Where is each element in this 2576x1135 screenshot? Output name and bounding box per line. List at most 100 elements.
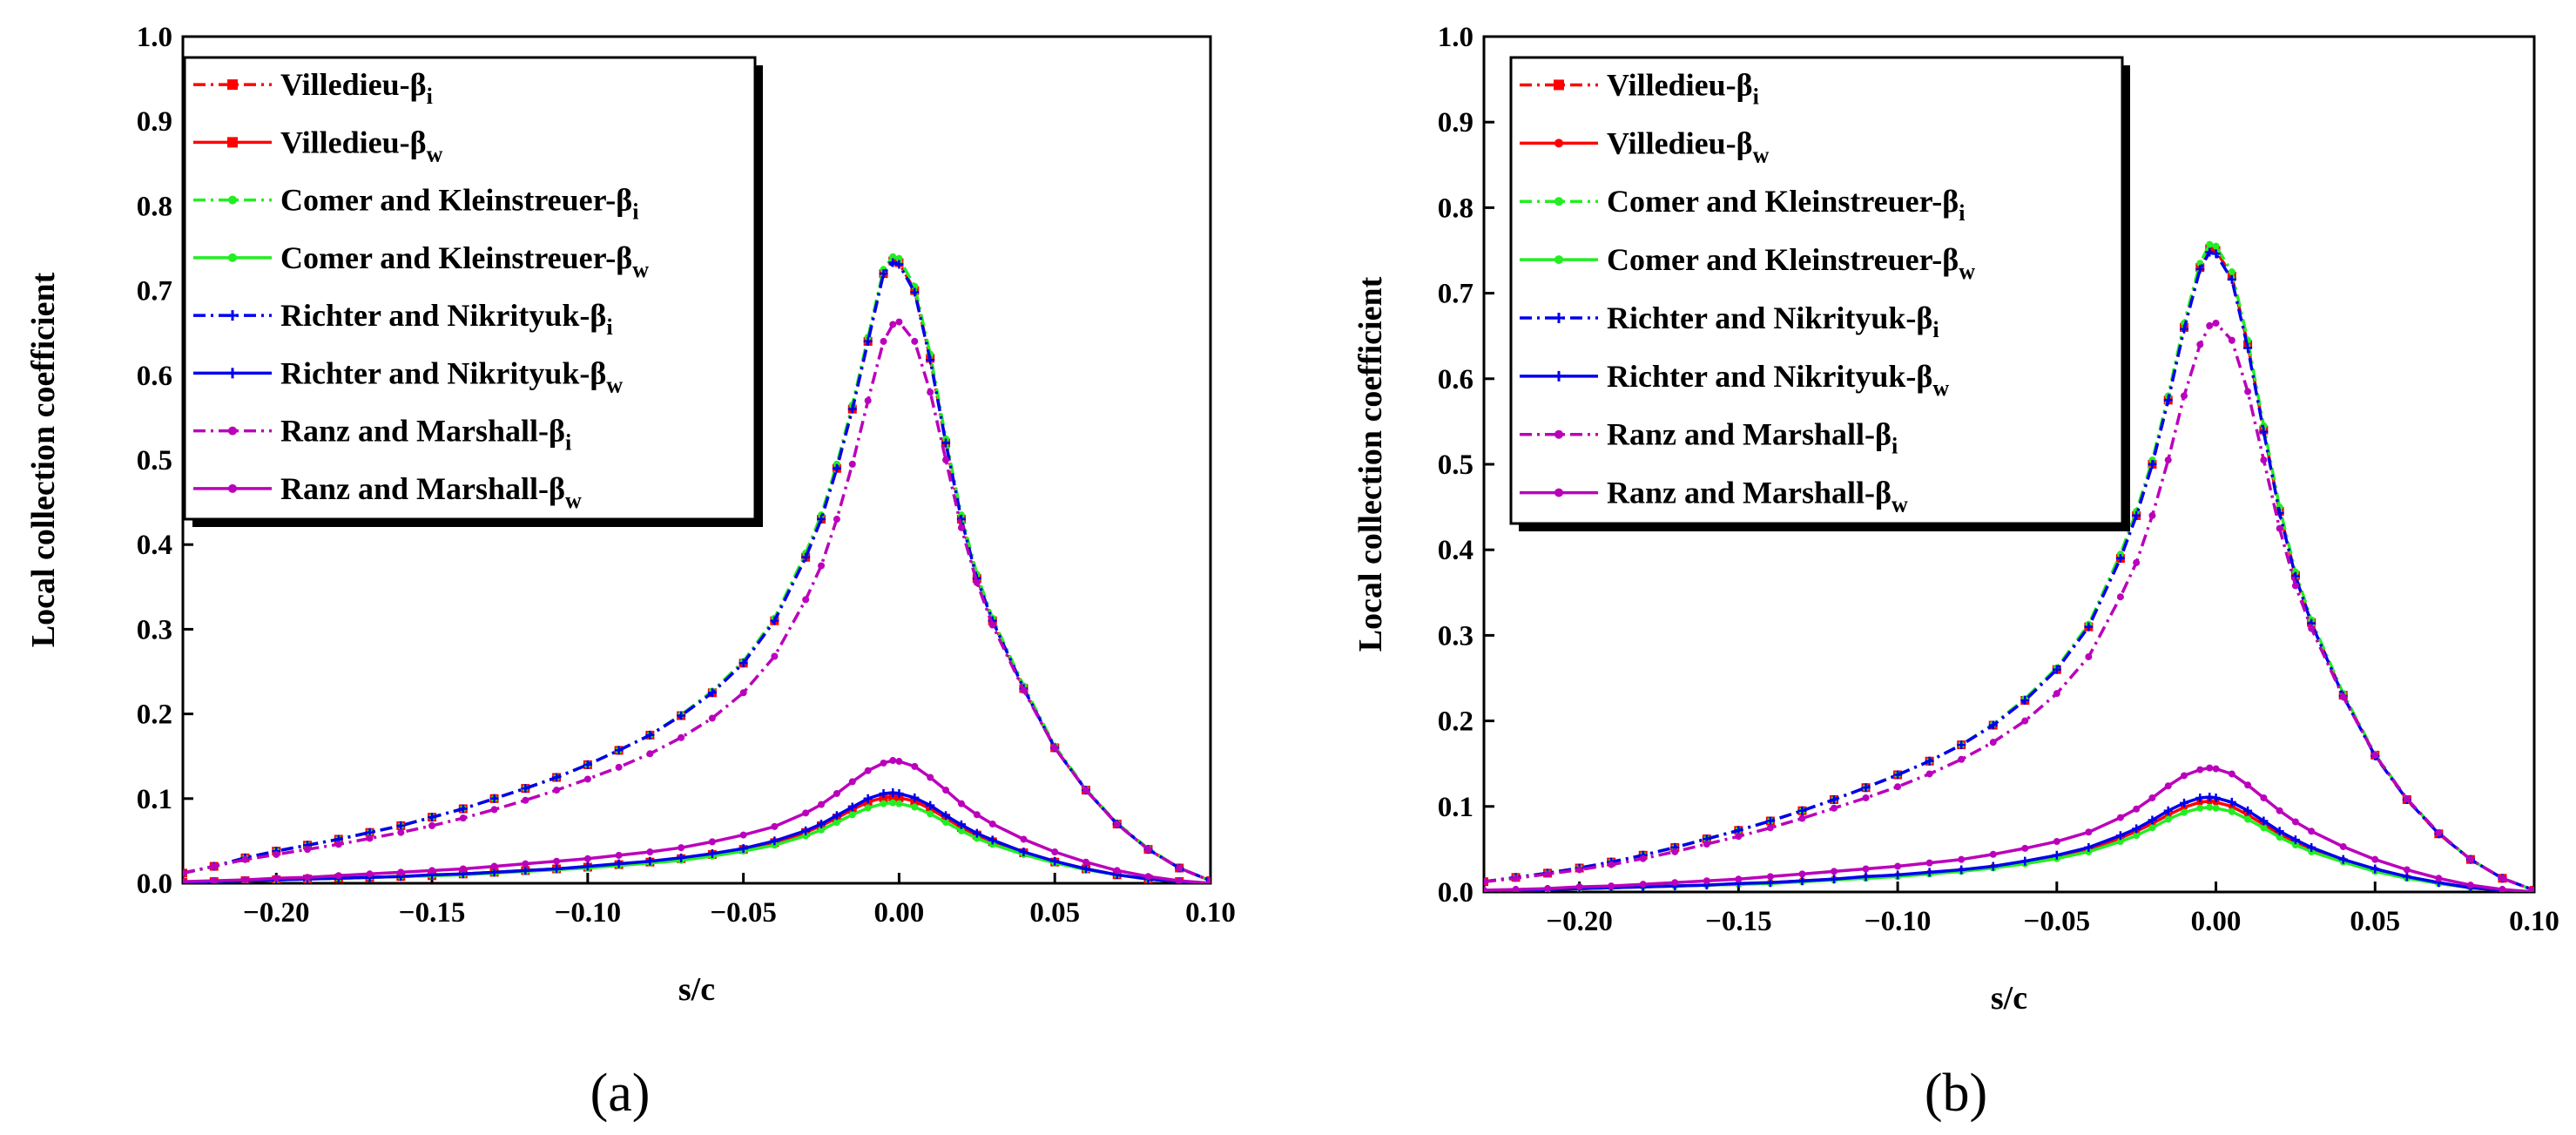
data-point bbox=[770, 836, 779, 846]
data-point bbox=[894, 788, 904, 798]
data-point bbox=[2371, 855, 2379, 863]
data-point bbox=[553, 787, 561, 794]
series-group bbox=[1484, 240, 2534, 892]
data-point bbox=[771, 652, 779, 660]
data-point bbox=[832, 811, 841, 821]
data-point bbox=[1798, 870, 1806, 878]
data-point bbox=[2132, 824, 2141, 834]
legend-marker bbox=[227, 368, 238, 379]
data-point bbox=[1735, 833, 1743, 841]
data-point bbox=[2308, 625, 2316, 632]
data-point bbox=[1176, 877, 1183, 883]
data-point bbox=[521, 866, 530, 875]
data-point bbox=[848, 811, 856, 819]
data-point bbox=[2181, 772, 2188, 780]
x-tick-label: −0.05 bbox=[710, 897, 777, 929]
data-point bbox=[2115, 554, 2125, 564]
legend-label: Comer and Kleinstreuer-βw bbox=[1607, 242, 1975, 284]
data-point bbox=[864, 396, 872, 404]
legend-marker bbox=[227, 137, 238, 148]
data-point bbox=[2163, 395, 2173, 405]
data-point bbox=[1893, 870, 1903, 880]
data-point bbox=[801, 552, 811, 562]
panel-label: (a) bbox=[590, 1064, 651, 1123]
data-point bbox=[2116, 814, 2124, 821]
data-point bbox=[2196, 341, 2204, 348]
data-point bbox=[2163, 806, 2173, 815]
data-point bbox=[926, 355, 935, 365]
data-point bbox=[645, 856, 655, 866]
data-point bbox=[708, 838, 716, 846]
data-point bbox=[895, 254, 903, 262]
data-point bbox=[2181, 808, 2188, 816]
data-point bbox=[2370, 864, 2380, 874]
y-tick-label: 0.6 bbox=[137, 361, 172, 392]
data-point bbox=[1512, 875, 1520, 882]
data-point bbox=[2084, 622, 2094, 632]
data-point bbox=[2212, 804, 2220, 812]
data-point bbox=[1861, 872, 1871, 882]
data-point bbox=[1575, 866, 1583, 874]
data-point bbox=[1544, 885, 1552, 892]
data-point bbox=[678, 733, 685, 741]
data-point bbox=[1639, 881, 1647, 888]
data-point bbox=[583, 855, 591, 862]
data-point bbox=[1894, 862, 1902, 870]
data-point bbox=[1484, 887, 1487, 892]
data-point bbox=[1925, 756, 1934, 766]
data-point bbox=[1050, 856, 1060, 866]
data-point bbox=[2133, 558, 2141, 566]
data-point bbox=[2206, 240, 2214, 248]
data-point bbox=[2148, 794, 2156, 801]
data-point bbox=[2290, 835, 2300, 845]
data-point bbox=[2212, 319, 2220, 327]
data-point bbox=[2180, 798, 2188, 807]
data-point bbox=[614, 746, 624, 755]
data-point bbox=[739, 689, 747, 697]
data-point bbox=[1989, 739, 1997, 747]
data-point bbox=[848, 778, 856, 786]
data-point bbox=[1082, 858, 1089, 866]
legend-label: Ranz and Marshall-βi bbox=[1607, 417, 1898, 459]
data-point bbox=[458, 804, 468, 814]
data-point bbox=[2276, 807, 2283, 814]
data-point bbox=[956, 820, 966, 829]
data-point bbox=[2531, 888, 2534, 892]
legend: Villedieu-βi Villedieu-βw Comer and Kleins… bbox=[183, 56, 763, 527]
data-point bbox=[459, 814, 467, 822]
data-point bbox=[1765, 816, 1775, 826]
data-point bbox=[1703, 841, 1710, 848]
data-point bbox=[910, 793, 920, 802]
data-point bbox=[428, 821, 436, 829]
data-point bbox=[2243, 343, 2253, 353]
data-point bbox=[2133, 832, 2141, 840]
data-point bbox=[1831, 804, 1838, 812]
data-point bbox=[2164, 815, 2172, 823]
data-point bbox=[973, 834, 981, 842]
data-point bbox=[2181, 392, 2188, 400]
data-point bbox=[802, 596, 810, 604]
data-point bbox=[366, 870, 374, 878]
y-axis-label: Local collection coefficient bbox=[25, 272, 62, 647]
data-point bbox=[1893, 770, 1903, 780]
data-point bbox=[2259, 816, 2269, 826]
data-point bbox=[942, 819, 950, 827]
data-point bbox=[1082, 787, 1089, 794]
data-point bbox=[2148, 511, 2156, 519]
data-point bbox=[895, 758, 903, 766]
data-point bbox=[2435, 829, 2443, 837]
data-point bbox=[895, 800, 903, 807]
legend-label: Richter and Nikrityuk-βi bbox=[280, 298, 613, 340]
y-tick-label: 0.5 bbox=[1438, 449, 1473, 481]
data-point bbox=[2211, 249, 2221, 259]
data-point bbox=[1925, 770, 1933, 778]
data-point bbox=[2148, 460, 2157, 469]
data-point bbox=[1144, 873, 1152, 881]
data-point bbox=[428, 813, 437, 822]
data-point bbox=[304, 846, 312, 854]
data-point bbox=[1608, 882, 1615, 890]
data-point bbox=[910, 287, 920, 297]
y-tick-label: 0.2 bbox=[137, 699, 172, 731]
data-point bbox=[522, 860, 529, 868]
data-point bbox=[2116, 593, 2124, 601]
